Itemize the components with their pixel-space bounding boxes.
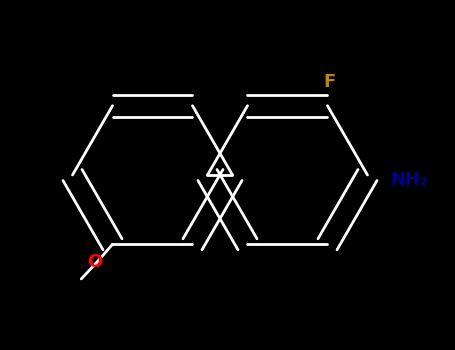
Text: NH₂: NH₂ [390,171,428,189]
Text: F: F [324,73,336,91]
Text: O: O [87,253,103,271]
